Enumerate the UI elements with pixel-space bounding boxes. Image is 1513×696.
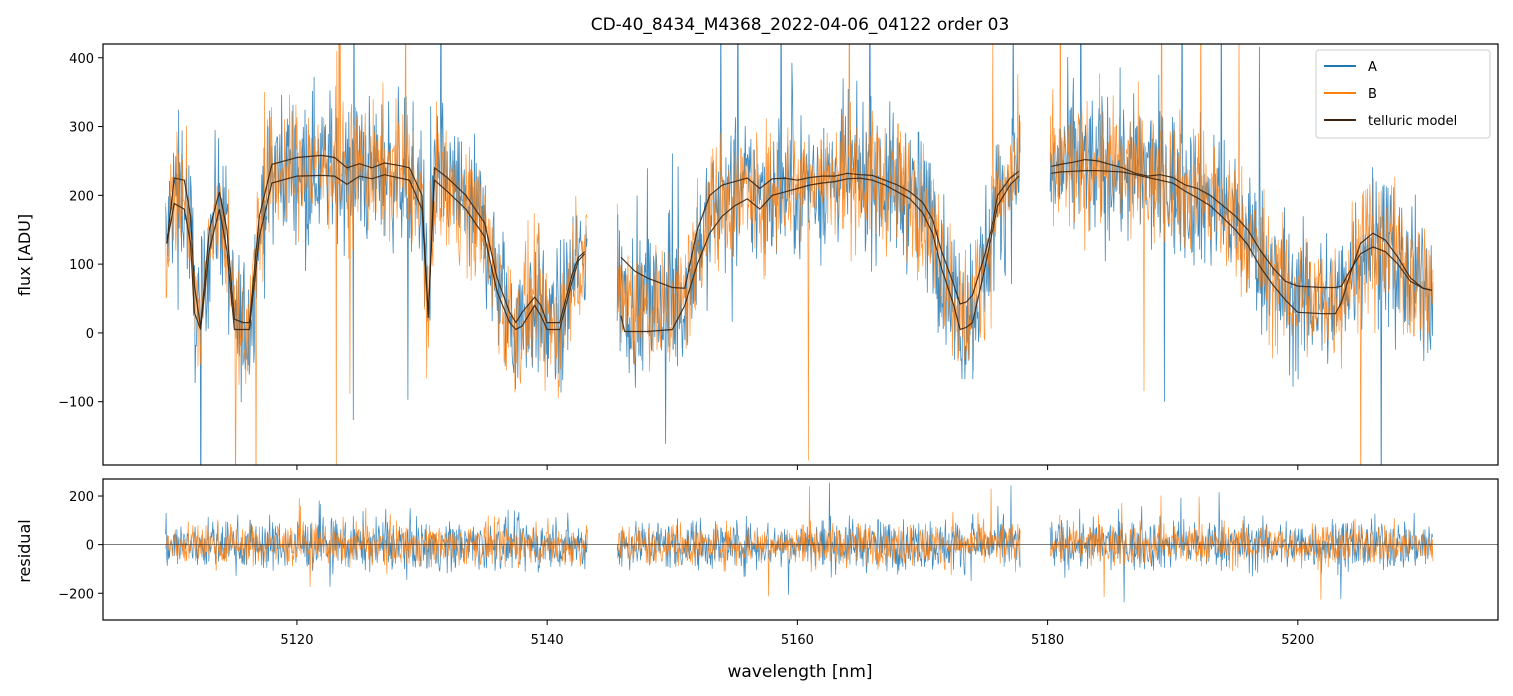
flux-ytick-label: −100 (58, 396, 94, 411)
series-b-residual-segment-2 (616, 486, 1021, 597)
flux-y-label: flux [ADU] (15, 214, 34, 296)
flux-ytick-label: 200 (69, 189, 94, 204)
telluric-model-curve-1 (166, 154, 586, 328)
residual-axes-frame (102, 478, 1499, 621)
series-b-residual-segment-1 (165, 498, 588, 588)
residual-panel: −200 0 200 5120 5140 5160 5180 5200 residual w… (15, 478, 1499, 682)
telluric-model-curve-3 (620, 170, 1020, 305)
flux-ytick-label: 300 (69, 121, 94, 136)
flux-panel: −100 0 100 200 300 400 flux [ADU] A B telluri… (15, 43, 1499, 470)
x-axis-label: wavelength [nm] (727, 662, 872, 682)
flux-ytick-label: 0 (86, 327, 94, 342)
flux-axes-frame (102, 43, 1499, 466)
residual-ytick-label: −200 (58, 587, 94, 602)
series-a-residual-segment-1 (165, 500, 588, 587)
series-a-residual-segment-3 (1049, 492, 1434, 603)
residual-y-label: residual (15, 519, 34, 582)
telluric-model-curve-2 (166, 174, 586, 331)
x-tick-label: 5120 (280, 633, 313, 648)
series-b-flux-segment-1 (165, 44, 588, 465)
legend-label-b: B (1368, 87, 1377, 102)
legend: A B telluric model (1315, 49, 1491, 139)
flux-ytick-label: 400 (69, 52, 94, 67)
chart-title: CD-40_8434_M4368_2022-04-06_04122 order … (591, 15, 1010, 35)
residual-ytick-label: 200 (69, 490, 94, 505)
series-b-residual-segment-3 (1049, 495, 1434, 600)
telluric-model-curve-6 (1051, 170, 1432, 315)
x-tick-label: 5200 (1281, 633, 1314, 648)
telluric-model-curve-5 (1051, 158, 1432, 291)
series-a-residual-segment-2 (616, 482, 1021, 595)
x-tick-label: 5180 (1031, 633, 1064, 648)
telluric-model-curve-4 (620, 175, 1020, 333)
flux-ytick-label: 100 (69, 258, 94, 273)
x-tick-label: 5140 (531, 633, 564, 648)
legend-box (1315, 49, 1491, 139)
legend-label-a: A (1368, 60, 1377, 75)
residual-ytick-label: 0 (86, 539, 94, 554)
series-b-flux-segment-2 (616, 44, 1021, 461)
series-a-flux-segment-2 (616, 44, 1021, 444)
x-tick-label: 5160 (781, 633, 814, 648)
legend-label-model: telluric model (1368, 114, 1457, 129)
series-b-flux-segment-3 (1049, 44, 1434, 465)
